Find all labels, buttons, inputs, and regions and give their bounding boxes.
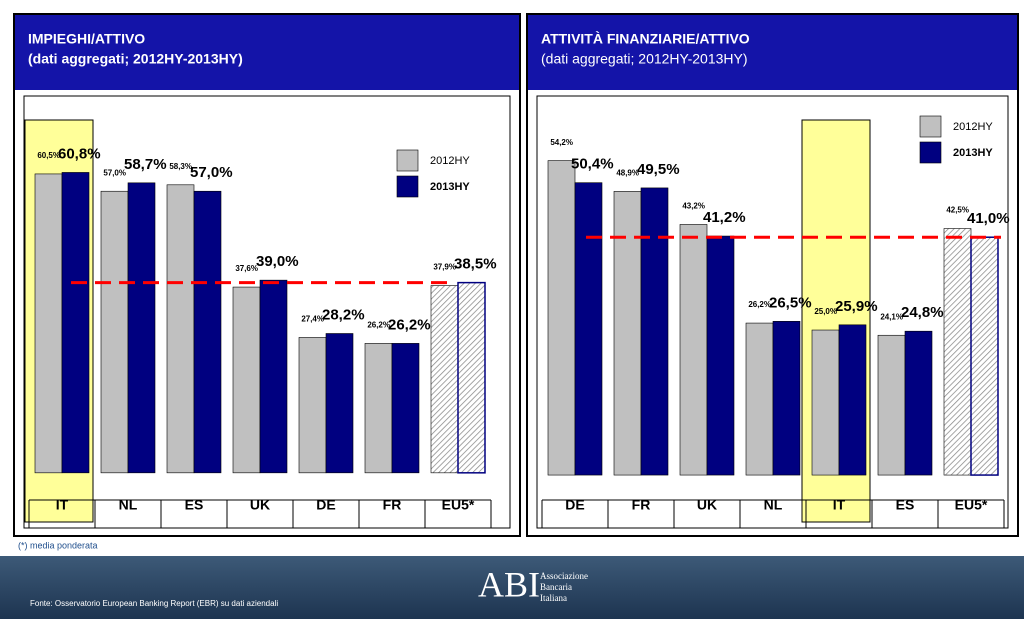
value-label: 58,7% <box>124 156 167 173</box>
x-tick-label: ES <box>896 497 915 513</box>
bar <box>706 235 735 476</box>
chart-subtitle: (dati aggregati; 2012HY-2013HY) <box>541 51 748 67</box>
bar <box>100 190 129 474</box>
bar <box>679 224 708 476</box>
value-label: 28,2% <box>322 306 365 323</box>
plot-frame <box>536 95 1009 529</box>
panel-header <box>528 15 1017 90</box>
value-label: 25,9% <box>835 298 878 315</box>
bar <box>943 228 972 476</box>
source: Fonte: Osservatorio European Banking Rep… <box>30 599 278 608</box>
bar <box>430 285 459 474</box>
x-tick-label: DE <box>316 497 335 513</box>
legend-swatch <box>919 141 942 164</box>
chart-title: ATTIVITÀ FINANZIARIE/ATTIVO <box>541 31 750 47</box>
x-tick-label: NL <box>119 497 138 513</box>
value-label: 43,2% <box>682 202 705 211</box>
x-tick-label: EU5* <box>955 497 988 513</box>
value-label: 27,4% <box>301 315 324 324</box>
x-tick-label: ES <box>185 497 204 513</box>
bar <box>232 286 261 474</box>
x-tick-label: NL <box>764 497 783 513</box>
legend-swatch <box>396 149 419 172</box>
bar <box>61 172 90 474</box>
value-label: 49,5% <box>637 161 680 178</box>
bar <box>259 279 288 474</box>
footer-band <box>0 556 1024 619</box>
footnote: (*) media ponderata <box>18 540 98 550</box>
chart-subtitle: (dati aggregati; 2012HY-2013HY) <box>28 51 243 67</box>
bar <box>127 182 156 474</box>
bar <box>34 173 63 474</box>
value-label: 38,5% <box>454 256 497 273</box>
bar <box>457 281 486 474</box>
bar <box>877 334 906 476</box>
value-label: 39,0% <box>256 253 299 270</box>
value-label: 26,5% <box>769 294 812 311</box>
bar <box>547 160 576 476</box>
bar <box>745 322 774 476</box>
bar <box>772 321 801 476</box>
logo-text: Italiana <box>540 593 567 603</box>
logo-text: Bancaria <box>540 582 572 592</box>
x-tick-label: UK <box>250 497 270 513</box>
bar <box>613 191 642 476</box>
value-label: 26,2% <box>367 320 390 329</box>
x-tick-label: UK <box>697 497 717 513</box>
chart-title: IMPIEGHI/ATTIVO <box>28 31 145 47</box>
x-tick-label: IT <box>833 497 846 513</box>
panel-header <box>15 15 519 90</box>
bar <box>193 190 222 474</box>
x-tick-label: EU5* <box>442 497 475 513</box>
legend-label: 2012HY <box>430 155 470 167</box>
legend-swatch <box>396 175 419 198</box>
value-label: 37,9% <box>433 263 456 272</box>
legend-label: 2013HY <box>430 181 470 193</box>
x-tick-label: IT <box>56 497 69 513</box>
value-label: 24,1% <box>880 312 903 321</box>
value-label: 60,8% <box>58 145 101 162</box>
bar <box>970 236 999 476</box>
bar <box>838 324 867 476</box>
value-label: 24,8% <box>901 304 944 321</box>
value-label: 57,0% <box>190 164 233 181</box>
x-tick-label: FR <box>383 497 402 513</box>
legend-swatch <box>919 115 942 138</box>
logo-mark: ABI <box>478 564 540 604</box>
value-label: 50,4% <box>571 156 614 173</box>
value-label: 26,2% <box>388 316 431 333</box>
legend-label: 2012HY <box>953 121 993 133</box>
bar <box>325 333 354 474</box>
legend-label: 2013HY <box>953 147 993 159</box>
bar <box>298 337 327 474</box>
bar <box>391 343 420 474</box>
value-label: 57,0% <box>103 168 126 177</box>
x-tick-label: FR <box>632 497 651 513</box>
value-label: 54,2% <box>550 138 573 147</box>
value-label: 25,0% <box>814 307 837 316</box>
value-label: 26,2% <box>748 300 771 309</box>
value-label: 37,6% <box>235 264 258 273</box>
bar <box>640 187 669 476</box>
value-label: 60,5% <box>37 151 60 160</box>
value-label: 42,5% <box>946 206 969 215</box>
bar <box>364 343 393 474</box>
bar <box>904 330 933 476</box>
value-label: 48,9% <box>616 168 639 177</box>
bar <box>166 184 195 474</box>
value-label: 58,3% <box>169 162 192 171</box>
value-label: 41,0% <box>967 210 1010 227</box>
value-label: 41,2% <box>703 209 746 226</box>
logo-text: Associazione <box>540 571 588 581</box>
plot-frame <box>23 95 511 529</box>
x-tick-label: DE <box>565 497 584 513</box>
bar <box>574 182 603 476</box>
bar <box>811 329 840 476</box>
